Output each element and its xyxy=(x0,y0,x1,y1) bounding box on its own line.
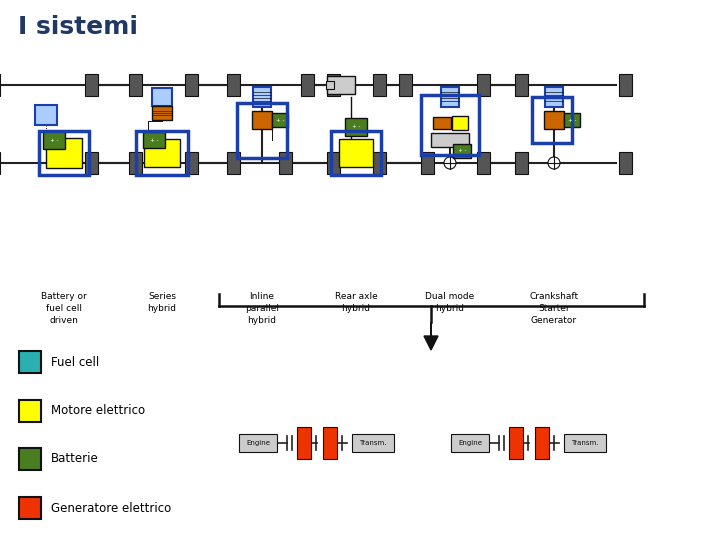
Circle shape xyxy=(548,157,560,169)
Bar xyxy=(39,131,89,175)
Bar xyxy=(515,74,528,96)
Bar xyxy=(253,87,271,107)
Bar xyxy=(372,152,385,174)
FancyArrow shape xyxy=(424,322,438,350)
Text: + -: + - xyxy=(458,148,467,153)
Bar xyxy=(398,74,412,96)
Bar xyxy=(326,152,340,174)
Text: Series
hybrid: Series hybrid xyxy=(148,292,176,313)
Bar xyxy=(433,117,451,129)
Text: Rear axle
hybrid: Rear axle hybrid xyxy=(335,292,377,313)
Text: Dual mode
hybrid: Dual mode hybrid xyxy=(426,292,474,313)
Bar xyxy=(297,427,311,459)
Text: Fuel cell: Fuel cell xyxy=(51,355,99,368)
Bar xyxy=(352,434,394,452)
Text: + -: + - xyxy=(276,118,284,123)
Bar xyxy=(227,74,240,96)
Bar xyxy=(128,74,142,96)
Bar xyxy=(84,152,97,174)
Text: Battery or
fuel cell
driven: Battery or fuel cell driven xyxy=(41,292,87,325)
Bar xyxy=(272,113,288,127)
Text: Batterie: Batterie xyxy=(51,453,99,465)
Bar xyxy=(19,497,41,519)
Text: Engine: Engine xyxy=(246,440,270,446)
Bar xyxy=(339,139,373,167)
Bar xyxy=(19,448,41,470)
Bar xyxy=(431,133,469,147)
Text: + -: + - xyxy=(150,138,158,143)
Bar xyxy=(326,81,334,89)
Bar xyxy=(19,400,41,422)
Text: Transm.: Transm. xyxy=(571,440,599,446)
Bar xyxy=(545,87,563,107)
Text: + -: + - xyxy=(568,118,576,123)
Text: Motore elettrico: Motore elettrico xyxy=(51,404,145,417)
Bar xyxy=(345,118,367,136)
Bar xyxy=(564,113,580,127)
Bar xyxy=(452,116,468,130)
Bar xyxy=(35,105,57,125)
Bar xyxy=(420,152,433,174)
Bar xyxy=(19,351,41,373)
Bar xyxy=(564,434,606,452)
Bar xyxy=(279,152,292,174)
Bar xyxy=(152,106,172,120)
Bar xyxy=(184,152,197,174)
Bar xyxy=(46,138,82,168)
Bar xyxy=(477,74,490,96)
Text: Inline
parallel
hybrid: Inline parallel hybrid xyxy=(245,292,279,325)
Bar xyxy=(252,111,272,129)
Text: Crankshaft
Starter
Generator: Crankshaft Starter Generator xyxy=(529,292,579,325)
Text: + -: + - xyxy=(50,138,58,143)
Circle shape xyxy=(444,157,456,169)
Text: I sistemi: I sistemi xyxy=(18,15,138,39)
Bar xyxy=(331,131,381,175)
Bar xyxy=(143,132,165,148)
Text: + -: + - xyxy=(352,125,360,130)
Bar xyxy=(477,152,490,174)
Bar xyxy=(451,434,489,452)
Bar xyxy=(323,427,337,459)
Bar xyxy=(136,131,188,175)
Bar xyxy=(372,74,385,96)
Bar xyxy=(152,88,172,106)
Text: Generatore elettrico: Generatore elettrico xyxy=(51,502,171,515)
Bar xyxy=(128,152,142,174)
Bar xyxy=(43,131,65,149)
Bar xyxy=(618,152,631,174)
Bar xyxy=(509,427,523,459)
Bar xyxy=(239,434,277,452)
Bar xyxy=(453,144,471,158)
Bar xyxy=(544,111,564,129)
Bar xyxy=(618,74,631,96)
Bar xyxy=(184,74,197,96)
Bar xyxy=(300,74,313,96)
Bar xyxy=(144,139,180,167)
Text: Transm.: Transm. xyxy=(359,440,387,446)
Bar xyxy=(326,74,340,96)
Bar xyxy=(237,103,287,158)
Bar xyxy=(441,87,459,107)
Bar xyxy=(327,76,355,94)
Bar xyxy=(421,95,479,155)
Bar xyxy=(227,152,240,174)
Bar xyxy=(515,152,528,174)
Text: Engine: Engine xyxy=(458,440,482,446)
Bar xyxy=(535,427,549,459)
Bar xyxy=(532,97,572,143)
Bar xyxy=(84,74,97,96)
